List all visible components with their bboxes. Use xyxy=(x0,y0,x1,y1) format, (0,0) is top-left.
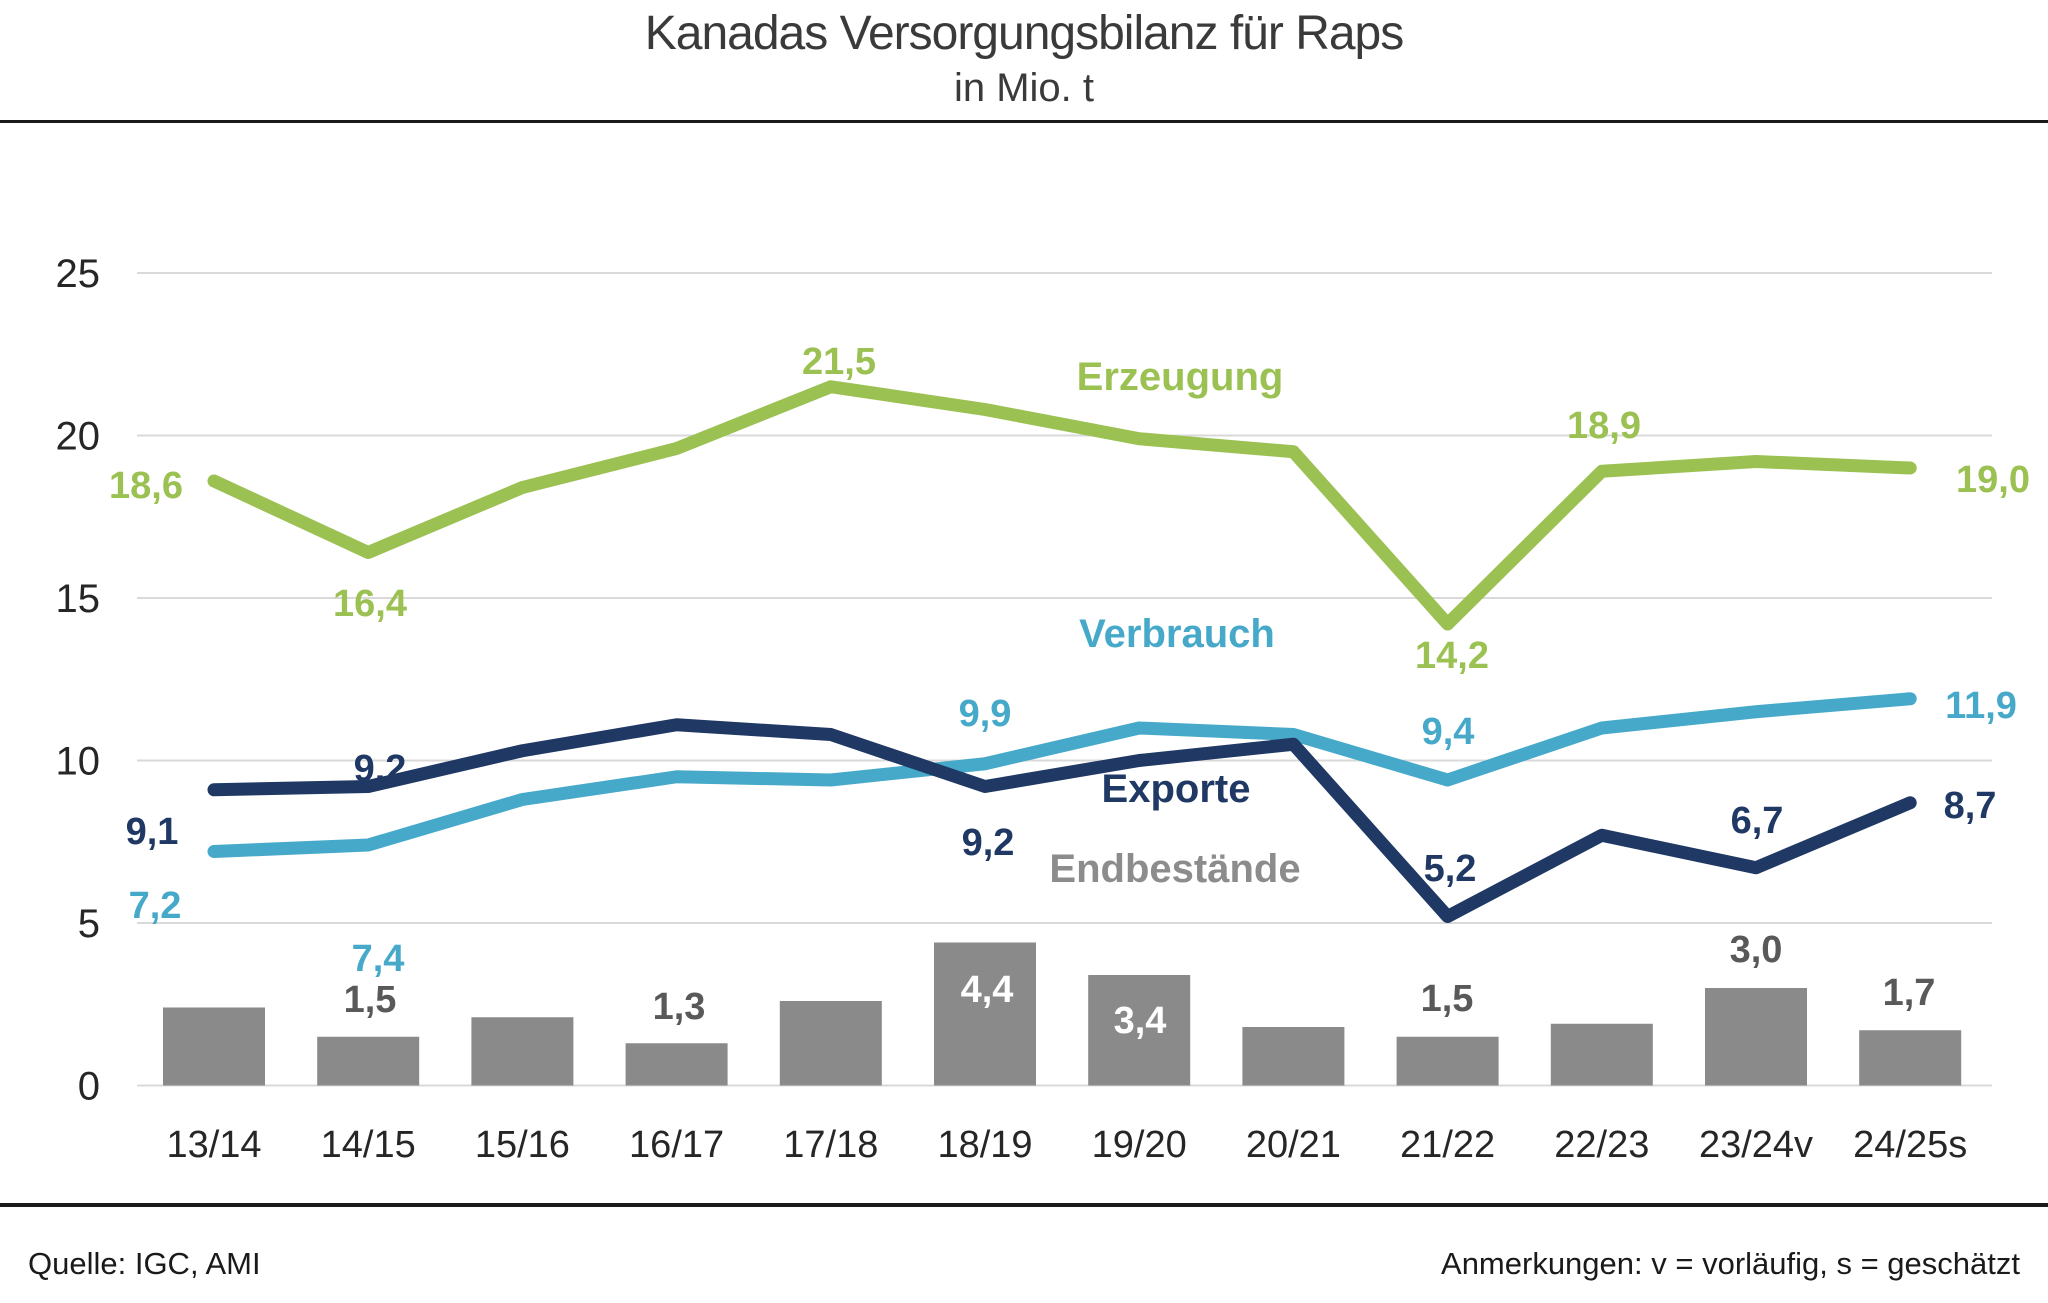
series-title-erzeugung: Erzeugung xyxy=(1077,355,1284,399)
data-label-endbestaende: 3,0 xyxy=(1730,929,1783,971)
data-label-verbrauch: 7,4 xyxy=(352,938,405,980)
x-axis-label-15-16: 15/16 xyxy=(475,1124,570,1166)
data-label-endbestaende: 1,7 xyxy=(1883,972,1936,1014)
data-label-verbrauch: 9,9 xyxy=(959,693,1012,735)
bar-20-21 xyxy=(1242,1027,1345,1086)
bar-22-23 xyxy=(1550,1023,1653,1086)
y-axis-label: 10 xyxy=(56,740,101,784)
y-axis-label: 25 xyxy=(56,252,101,296)
data-label-verbrauch: 11,9 xyxy=(1945,685,2017,727)
top-divider xyxy=(0,120,2048,123)
bar-13-14 xyxy=(163,1007,265,1086)
bar-18-19 xyxy=(934,942,1036,1086)
x-axis-label-14-15: 14/15 xyxy=(321,1124,416,1166)
y-axis-label: 0 xyxy=(78,1065,100,1109)
x-axis-label-13-14: 13/14 xyxy=(166,1124,261,1166)
data-label-verbrauch: 9,4 xyxy=(1422,711,1475,753)
data-label-erzeugung: 19,0 xyxy=(1956,459,2030,501)
data-label-verbrauch: 7,2 xyxy=(129,885,182,927)
series-title-exporte: Exporte xyxy=(1102,767,1251,811)
data-label-exporte: 6,7 xyxy=(1731,800,1784,842)
data-label-exporte: 5,2 xyxy=(1424,848,1477,890)
line-verbrauch xyxy=(207,692,1917,858)
bottom-divider xyxy=(0,1203,2048,1207)
bar-21-22 xyxy=(1396,1036,1499,1086)
data-label-erzeugung: 14,2 xyxy=(1415,635,1489,677)
x-axis-label-17-18: 17/18 xyxy=(783,1124,878,1166)
annotations-note: Anmerkungen: v = vorläufig, s = geschätz… xyxy=(1441,1246,2020,1281)
y-axis-label: 5 xyxy=(78,902,100,946)
data-label-endbestaende: 4,4 xyxy=(961,969,1014,1011)
data-label-exporte: 9,1 xyxy=(126,811,179,853)
chart-title: Kanadas Versorgungsbilanz für Raps xyxy=(644,7,1405,60)
bar-16-17 xyxy=(625,1043,728,1086)
x-axis-label-24-25s: 24/25s xyxy=(1853,1124,1967,1166)
data-label-erzeugung: 16,4 xyxy=(333,583,407,625)
data-label-erzeugung: 18,6 xyxy=(109,465,183,507)
chart-subtitle: in Mio. t xyxy=(953,66,1095,110)
line-exporte xyxy=(207,718,1917,923)
x-axis-label-18-19: 18/19 xyxy=(937,1124,1032,1166)
x-axis-label-20-21: 20/21 xyxy=(1246,1124,1341,1166)
data-label-exporte: 9,2 xyxy=(354,748,407,790)
data-label-erzeugung: 18,9 xyxy=(1567,405,1641,447)
x-axis-label-21-22: 21/22 xyxy=(1400,1124,1495,1166)
bar-24-25s xyxy=(1859,1030,1962,1086)
data-label-endbestaende: 1,3 xyxy=(653,986,706,1028)
data-label-endbestaende: 1,5 xyxy=(344,979,397,1021)
x-axis-label-22-23: 22/23 xyxy=(1554,1124,1649,1166)
source-note: Quelle: IGC, AMI xyxy=(28,1246,261,1281)
line-erzeugung xyxy=(207,380,1917,631)
series-title-endbestaende: Endbestände xyxy=(1049,847,1300,891)
x-axis-label-23-24v: 23/24v xyxy=(1699,1124,1813,1166)
data-label-endbestaende: 3,4 xyxy=(1114,1000,1167,1042)
data-label-endbestaende: 1,5 xyxy=(1421,978,1474,1020)
x-axis-label-16-17: 16/17 xyxy=(629,1124,724,1166)
bar-14-15 xyxy=(317,1036,420,1086)
bar-23-24v xyxy=(1705,988,1807,1086)
bar-17-18 xyxy=(779,1001,882,1086)
x-axis-label-19-20: 19/20 xyxy=(1092,1124,1187,1166)
data-label-erzeugung: 21,5 xyxy=(802,341,876,383)
bar-15-16 xyxy=(471,1017,574,1086)
data-label-exporte: 8,7 xyxy=(1944,785,1997,827)
bar-19-20 xyxy=(1088,975,1191,1086)
series-title-verbrauch: Verbrauch xyxy=(1079,612,1275,656)
y-axis-label: 15 xyxy=(56,577,101,621)
data-label-exporte: 9,2 xyxy=(962,822,1015,864)
y-axis-label: 20 xyxy=(56,415,101,459)
